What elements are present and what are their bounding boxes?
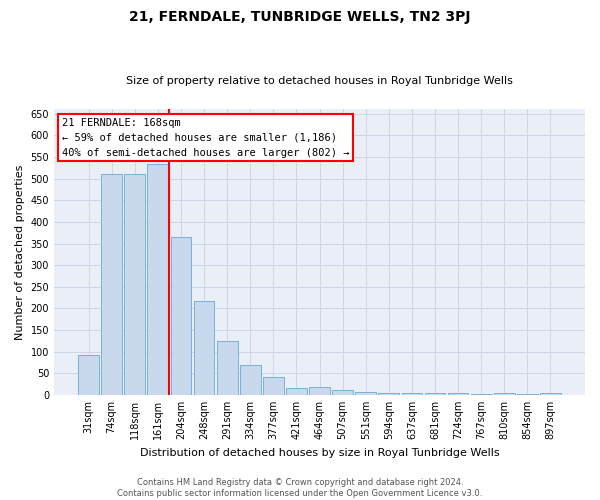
Bar: [309, 386, 330, 395]
Bar: [194, 301, 214, 395]
Bar: [332, 390, 353, 395]
Bar: [448, 393, 469, 395]
Bar: [240, 364, 260, 395]
Bar: [425, 393, 445, 395]
Bar: [355, 392, 376, 395]
Bar: [286, 388, 307, 395]
Bar: [78, 355, 99, 395]
Bar: [217, 341, 238, 395]
Text: 21, FERNDALE, TUNBRIDGE WELLS, TN2 3PJ: 21, FERNDALE, TUNBRIDGE WELLS, TN2 3PJ: [129, 10, 471, 24]
Text: Contains HM Land Registry data © Crown copyright and database right 2024.
Contai: Contains HM Land Registry data © Crown c…: [118, 478, 482, 498]
Title: Size of property relative to detached houses in Royal Tunbridge Wells: Size of property relative to detached ho…: [126, 76, 513, 86]
Bar: [540, 393, 561, 395]
Bar: [124, 174, 145, 395]
Bar: [471, 394, 491, 395]
Bar: [170, 237, 191, 395]
Text: 21 FERNDALE: 168sqm
← 59% of detached houses are smaller (1,186)
40% of semi-det: 21 FERNDALE: 168sqm ← 59% of detached ho…: [62, 118, 350, 158]
Bar: [148, 164, 168, 395]
Bar: [101, 174, 122, 395]
Y-axis label: Number of detached properties: Number of detached properties: [15, 164, 25, 340]
Bar: [379, 393, 399, 395]
Bar: [401, 393, 422, 395]
Bar: [517, 394, 538, 395]
X-axis label: Distribution of detached houses by size in Royal Tunbridge Wells: Distribution of detached houses by size …: [140, 448, 499, 458]
Bar: [494, 393, 515, 395]
Bar: [263, 377, 284, 395]
